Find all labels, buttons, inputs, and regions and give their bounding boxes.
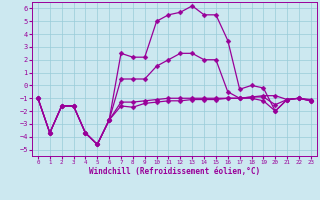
X-axis label: Windchill (Refroidissement éolien,°C): Windchill (Refroidissement éolien,°C)	[89, 167, 260, 176]
